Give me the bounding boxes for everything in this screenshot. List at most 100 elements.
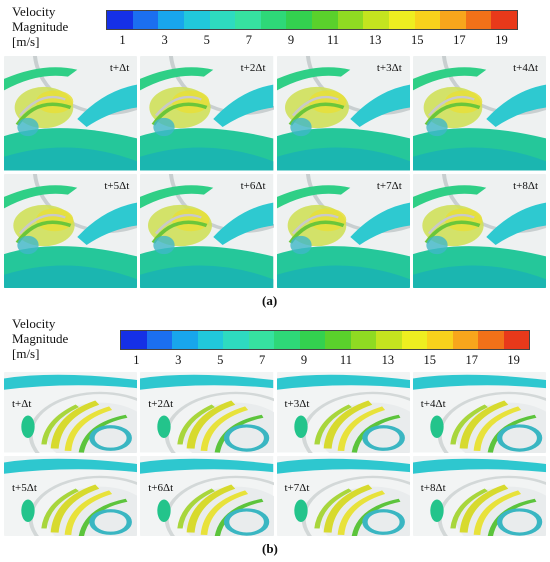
simulation-frame: t+Δt xyxy=(4,372,138,453)
color-scale-tick-label: 7 xyxy=(245,33,252,47)
color-scale-segment xyxy=(452,331,478,349)
simulation-frame: t+Δt xyxy=(4,56,138,171)
time-step-label: t+6Δt xyxy=(148,481,174,494)
time-step-label: t+Δt xyxy=(12,398,32,410)
color-scale-tick-label: 3 xyxy=(161,33,168,47)
color-scale-segment xyxy=(427,331,453,349)
color-scale-tick-label: 9 xyxy=(287,33,295,47)
color-scale-segment xyxy=(414,11,441,29)
color-scale-tick-label: 15 xyxy=(423,353,437,367)
color-scale-segment xyxy=(491,11,517,29)
color-scale-segment xyxy=(388,11,415,29)
color-scale-segment xyxy=(235,11,261,29)
time-step-label: t+4Δt xyxy=(420,398,446,410)
panel-grid-a: t+Δt t+2Δt t+3Δt t+4Δt xyxy=(4,56,546,288)
time-step-label: t+8Δt xyxy=(420,481,446,494)
color-scale-tick-label: 7 xyxy=(259,353,266,367)
color-scale-tick-label: 1 xyxy=(133,353,140,367)
time-step-label: t+6Δt xyxy=(240,179,266,192)
time-step-label: t+4Δt xyxy=(513,62,538,74)
color-scale-tick-label: 17 xyxy=(465,353,478,367)
color-scale-segment xyxy=(248,331,274,349)
color-scale-segment xyxy=(183,11,210,29)
color-scale-segment xyxy=(401,331,427,349)
time-step-label: t+3Δt xyxy=(284,398,310,410)
simulation-frame: t+7Δt xyxy=(276,173,410,288)
color-scale-segment xyxy=(121,331,147,349)
legend-title-line: Magnitude xyxy=(12,331,69,346)
color-scale-segment xyxy=(503,331,529,349)
color-scale-segment xyxy=(197,331,223,349)
simulation-frame: t+6Δt xyxy=(140,173,274,288)
legend-title-line: Magnitude xyxy=(12,19,69,34)
color-scale-segment xyxy=(158,11,184,29)
color-scale-tick-label: 19 xyxy=(507,353,520,367)
color-scale-segment xyxy=(146,331,172,349)
legend-title-line: Velocity xyxy=(12,316,56,331)
color-scale-tick-label: 11 xyxy=(339,353,352,367)
color-scale-segment xyxy=(274,331,300,349)
color-scale-segment xyxy=(299,331,325,349)
color-scale-segment xyxy=(465,11,492,29)
color-scale-tick-label: 3 xyxy=(175,353,182,367)
color-scale-segment xyxy=(312,11,338,29)
simulation-frame: t+8Δt xyxy=(412,455,546,536)
time-step-label: t+7Δt xyxy=(376,179,402,192)
simulation-frame: t+2Δt xyxy=(140,56,274,171)
color-scale-bar-b xyxy=(120,330,530,350)
color-scale-tick-label: 17 xyxy=(453,33,466,47)
color-scale-tick-label: 11 xyxy=(327,33,340,47)
caption-a: (a) xyxy=(262,293,278,308)
color-scale-segment xyxy=(350,331,376,349)
time-step-label: t+Δt xyxy=(109,62,130,74)
panel-grid-b: t+Δt t+2Δt t+3Δt t+4Δt xyxy=(4,372,546,536)
simulation-frame: t+4Δt xyxy=(412,56,546,171)
simulation-frame: t+5Δt xyxy=(4,173,138,288)
time-step-label: t+3Δt xyxy=(376,62,402,74)
simulation-frame: t+6Δt xyxy=(140,455,274,536)
simulation-frame: t+3Δt xyxy=(276,372,410,453)
color-scale-tick-label: 5 xyxy=(203,33,210,47)
color-scale-segment xyxy=(132,11,159,29)
color-scale-segment xyxy=(376,331,402,349)
time-step-label: t+5Δt xyxy=(104,179,130,192)
color-scale-segment xyxy=(325,331,351,349)
legend-title-b: Velocity Magnitude [m/s] xyxy=(12,316,68,361)
legend-title-line: Velocity xyxy=(12,4,56,19)
color-scale-tick-label: 13 xyxy=(381,353,395,367)
time-step-label: t+5Δt xyxy=(12,481,37,494)
color-scale-segment xyxy=(337,11,364,29)
color-scale-segment xyxy=(286,11,312,29)
time-step-label: t+2Δt xyxy=(240,62,266,74)
simulation-frame: t+8Δt xyxy=(412,173,546,288)
caption-b: (b) xyxy=(262,541,278,556)
color-scale-segment xyxy=(223,331,249,349)
color-scale-bar-a xyxy=(106,10,518,30)
color-scale-tick-label: 13 xyxy=(368,33,382,47)
color-scale-segment xyxy=(172,331,198,349)
legend-title-line: [m/s] xyxy=(12,346,40,361)
legend-title-line: [m/s] xyxy=(12,34,40,49)
color-scale-tick-label: 5 xyxy=(217,353,224,367)
color-scale-ticks-a: 1 3 5 7 9 11 13 15 17 19 xyxy=(106,33,518,47)
color-scale-segment xyxy=(478,331,504,349)
time-step-label: t+7Δt xyxy=(284,481,310,494)
color-scale-segment xyxy=(440,11,466,29)
color-scale-ticks-b: 1 3 5 7 9 11 13 15 17 19 xyxy=(120,353,530,367)
color-scale-tick-label: 15 xyxy=(411,33,424,47)
time-step-label: t+2Δt xyxy=(148,398,174,410)
legend-title-a: Velocity Magnitude [m/s] xyxy=(12,4,68,49)
color-scale-segment xyxy=(107,11,133,29)
simulation-frame: t+7Δt xyxy=(276,455,410,536)
simulation-frame: t+3Δt xyxy=(276,56,410,171)
color-scale-segment xyxy=(260,11,287,29)
simulation-frame: t+4Δt xyxy=(412,372,546,453)
simulation-frame: t+5Δt xyxy=(4,455,138,536)
color-scale-segment xyxy=(209,11,236,29)
time-step-label: t+8Δt xyxy=(513,179,538,192)
color-scale-tick-label: 1 xyxy=(119,33,126,47)
color-scale-tick-label: 9 xyxy=(300,353,308,367)
color-scale-tick-label: 19 xyxy=(495,33,508,47)
simulation-frame: t+2Δt xyxy=(140,372,274,453)
color-scale-segment xyxy=(363,11,389,29)
